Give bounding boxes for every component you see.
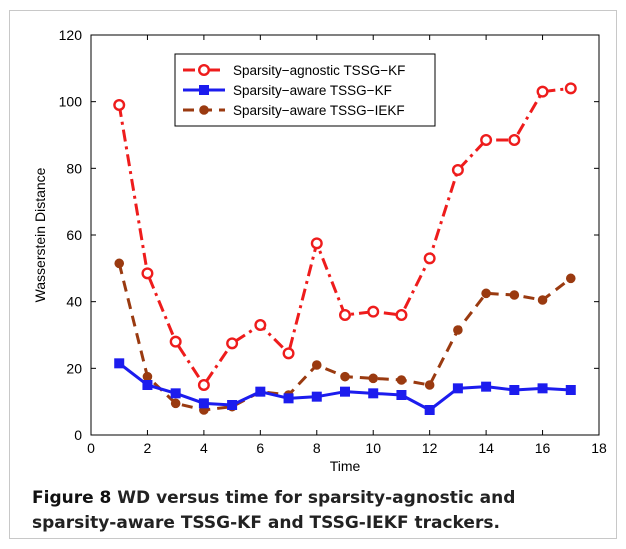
legend-marker <box>199 85 209 95</box>
legend-label: Sparsity−aware TSSG−IEKF <box>233 103 405 118</box>
x-tick-label: 2 <box>144 440 152 456</box>
caption-text: WD versus time for sparsity-agnostic and… <box>32 488 516 533</box>
data-point <box>310 237 323 250</box>
figure-frame: 0 2 4 6 8 10 12 14 16 18 0 20 40 60 80 100 120 Time Wasser… <box>9 10 617 539</box>
data-point <box>367 305 380 318</box>
legend: Sparsity−agnostic TSSG−KF Sparsity−aware … <box>174 53 436 127</box>
data-point <box>452 383 463 394</box>
data-point <box>254 319 267 332</box>
data-point <box>396 375 407 385</box>
data-point <box>424 405 435 415</box>
data-point <box>198 398 209 409</box>
x-tick-label: 12 <box>422 440 438 456</box>
caption-label: Figure 8 <box>32 488 112 508</box>
data-point <box>142 380 153 390</box>
data-point <box>197 379 210 392</box>
data-point <box>395 309 408 322</box>
y-tick-label: 0 <box>74 427 82 443</box>
data-point <box>170 398 181 409</box>
data-point <box>453 325 463 335</box>
data-point <box>564 82 577 95</box>
data-point <box>480 133 493 146</box>
y-tick-label: 40 <box>66 294 82 310</box>
data-point <box>311 391 322 402</box>
data-point <box>142 371 153 382</box>
legend-item: Sparsity−aware TSSG−IEKF <box>183 103 405 118</box>
data-point <box>169 335 182 348</box>
line-chart: 0 2 4 6 8 10 12 14 16 18 0 20 40 60 80 100 120 Time Wasser… <box>32 27 607 474</box>
y-axis-label: Wasserstein Distance <box>32 167 48 302</box>
data-point <box>565 273 576 284</box>
data-point <box>340 386 350 397</box>
data-point <box>481 288 491 299</box>
data-point <box>311 360 322 370</box>
data-point <box>509 290 520 300</box>
y-tick-label: 80 <box>66 160 82 176</box>
x-tick-label: 0 <box>87 440 95 456</box>
data-point <box>565 385 576 395</box>
data-point <box>424 380 435 390</box>
legend-item: Sparsity−aware TSSG−KF <box>183 83 392 98</box>
data-point <box>170 388 181 399</box>
series-1 <box>113 82 577 392</box>
data-point <box>283 393 294 404</box>
y-tick-label: 100 <box>59 94 83 110</box>
data-point <box>508 133 521 146</box>
data-point <box>255 386 266 397</box>
figure-caption: Figure 8 WD versus time for sparsity-agn… <box>32 486 592 536</box>
x-tick-label: 8 <box>313 440 321 456</box>
data-point <box>141 267 154 280</box>
y-tick-label: 60 <box>66 227 82 243</box>
x-tick-label: 6 <box>256 440 264 456</box>
legend-label: Sparsity−agnostic TSSG−KF <box>233 63 405 78</box>
data-point <box>423 252 436 265</box>
data-point <box>536 85 549 98</box>
data-point <box>509 385 520 395</box>
data-point <box>114 358 125 369</box>
data-point <box>113 98 126 111</box>
series-2 <box>114 358 576 415</box>
legend-marker <box>197 64 210 77</box>
y-tick-label: 20 <box>66 360 82 376</box>
data-point <box>451 163 464 176</box>
data-point <box>114 258 125 269</box>
data-point <box>396 390 407 400</box>
legend-item: Sparsity−agnostic TSSG−KF <box>183 63 405 78</box>
y-tick-label: 120 <box>59 27 83 43</box>
data-point <box>282 347 295 360</box>
x-axis-label: Time <box>330 458 361 474</box>
x-tick-label: 4 <box>200 440 208 456</box>
data-point <box>339 309 352 322</box>
data-point <box>537 383 548 394</box>
data-point <box>226 337 239 350</box>
data-point <box>481 381 492 392</box>
data-point <box>368 388 379 399</box>
x-tick-label: 16 <box>535 440 551 456</box>
x-tick-label: 14 <box>478 440 494 456</box>
legend-label: Sparsity−aware TSSG−KF <box>233 83 392 98</box>
data-point <box>227 400 238 410</box>
x-tick-label: 18 <box>591 440 607 456</box>
data-point <box>537 295 548 305</box>
data-point <box>368 373 379 384</box>
x-tick-label: 10 <box>365 440 381 456</box>
legend-marker <box>199 105 209 115</box>
data-point <box>340 371 350 382</box>
